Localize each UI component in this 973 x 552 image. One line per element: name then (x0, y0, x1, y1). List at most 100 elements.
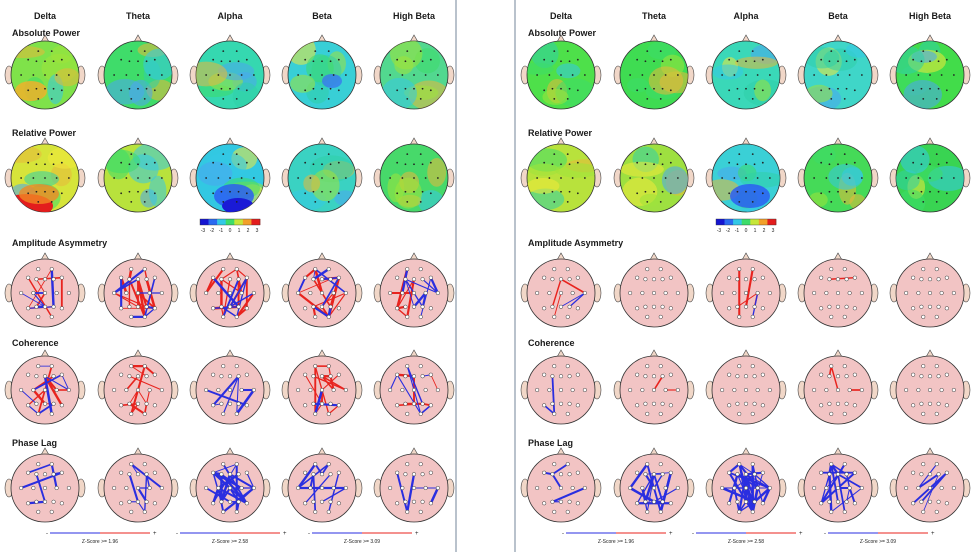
electrode-dot (837, 163, 839, 166)
electrode-dot (939, 290, 944, 296)
electrode-dot (852, 501, 857, 506)
electrode-dot (120, 161, 123, 164)
electrode-dot (751, 97, 754, 100)
electrode-dot (54, 485, 59, 491)
electrode-dot (853, 161, 856, 164)
electrode-dot (244, 501, 249, 506)
electrode-dot (658, 411, 663, 416)
electrode-dot (752, 304, 757, 309)
connection-line (27, 404, 39, 415)
electrode-dot (50, 97, 53, 100)
electrode-dot (824, 387, 829, 393)
connection-line (137, 389, 147, 405)
electrode-dot (837, 74, 839, 76)
electrode-dot (344, 177, 347, 179)
electrode-dot (651, 277, 657, 282)
electrode-dot (311, 277, 316, 282)
electrode-dot (67, 177, 70, 179)
electrode-dot (51, 277, 56, 282)
electrode-dot (653, 87, 655, 90)
electrode-dot (845, 60, 848, 63)
row-label-amplitude-asymmetry: Amplitude Asymmetry (12, 238, 108, 248)
electrode-dot (235, 50, 238, 53)
electrode-dot (311, 499, 316, 504)
electrode-dot (743, 485, 749, 491)
electrode-dot (26, 306, 31, 311)
electrode-dot (395, 306, 400, 311)
electrode-dot (211, 306, 216, 311)
electrode-dot (135, 387, 141, 393)
electrode-dot (646, 50, 649, 53)
head-map-phase-lag-theta (97, 447, 179, 523)
band-header-beta: Beta (828, 11, 848, 21)
electrode-dot (129, 364, 134, 369)
electrode-dot (303, 275, 308, 280)
connection-line (222, 376, 240, 415)
electrode-dot (553, 153, 556, 156)
electrode-dot (421, 87, 424, 90)
electrode-dot (922, 50, 925, 53)
head-map-amplitude-asymmetry-theta (613, 252, 695, 328)
electrode-dot (937, 87, 940, 90)
electrode-dot (219, 472, 224, 477)
electrode-dot (745, 87, 747, 90)
electrode-dot (567, 277, 572, 282)
electrode-dot (336, 470, 341, 475)
electrode-dot (727, 501, 732, 506)
svg-text:+: + (669, 531, 673, 537)
electrode-dot (428, 501, 433, 506)
electrode-dot (27, 161, 30, 164)
zscore-label: Z-Score >= 2.58 (728, 539, 764, 545)
head-map-phase-lag-beta (281, 447, 363, 523)
electrode-dot (570, 290, 575, 296)
electrode-dot (547, 387, 552, 393)
electrode-dot (245, 58, 248, 61)
electrode-dot (244, 403, 249, 408)
electrode-dot (560, 74, 562, 76)
electrode-dot (222, 153, 225, 156)
electrode-dot (565, 314, 570, 319)
electrode-dot (535, 485, 540, 491)
connection-line (314, 268, 324, 294)
electrode-dot (828, 190, 831, 193)
electrode-dot (668, 501, 673, 506)
electrode-dot (568, 60, 571, 63)
electrode-dot (745, 177, 747, 179)
electrode-dot (142, 462, 147, 467)
electrode-dot (721, 74, 724, 76)
connection-line (728, 472, 747, 503)
electrode-dot (137, 177, 139, 179)
electrode-dot (403, 472, 408, 477)
electrode-dot (222, 97, 225, 100)
electrode-dot (919, 277, 924, 282)
connection-line (396, 472, 409, 513)
connection-line (321, 375, 335, 391)
electrode-dot (152, 501, 157, 506)
electrode-dot (575, 372, 580, 377)
electrode-dot (929, 60, 931, 63)
electrode-dot (732, 485, 737, 491)
electrode-dot (743, 290, 749, 296)
electrode-dot (343, 387, 348, 393)
connection-line (328, 404, 340, 415)
electrode-dot (19, 485, 24, 491)
electrode-dot (137, 163, 139, 166)
electrode-dot (653, 74, 655, 76)
electrode-dot (551, 87, 554, 90)
electrode-dot (761, 89, 764, 92)
electrode-dot (736, 163, 739, 166)
electrode-dot (420, 472, 425, 477)
band-header-beta: Beta (312, 11, 332, 21)
connection-line (644, 473, 656, 503)
connection-line (36, 276, 62, 281)
connection-line (35, 292, 46, 308)
connection-line (236, 376, 240, 414)
connection-line (321, 487, 347, 503)
electrode-dot (229, 87, 231, 90)
electrode-dot (413, 74, 415, 76)
connection-line (837, 473, 863, 489)
electrode-dot (911, 403, 916, 408)
electrode-dot (221, 462, 226, 467)
connection-line (304, 268, 316, 279)
electrode-dot (728, 161, 731, 164)
